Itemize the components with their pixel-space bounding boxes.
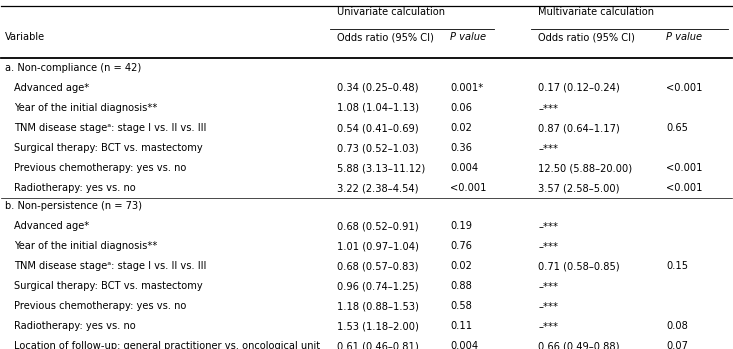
Text: 0.65: 0.65 xyxy=(666,123,688,133)
Text: 5.88 (3.13–11.12): 5.88 (3.13–11.12) xyxy=(337,163,426,173)
Text: –***: –*** xyxy=(538,221,558,231)
Text: Radiotherapy: yes vs. no: Radiotherapy: yes vs. no xyxy=(14,321,136,332)
Text: 0.68 (0.57–0.83): 0.68 (0.57–0.83) xyxy=(337,261,419,271)
Text: 1.08 (1.04–1.13): 1.08 (1.04–1.13) xyxy=(337,103,419,113)
Text: 1.01 (0.97–1.04): 1.01 (0.97–1.04) xyxy=(337,241,419,251)
Text: –***: –*** xyxy=(538,321,558,332)
Text: Univariate calculation: Univariate calculation xyxy=(337,7,445,17)
Text: –***: –*** xyxy=(538,241,558,251)
Text: 1.53 (1.18–2.00): 1.53 (1.18–2.00) xyxy=(337,321,419,332)
Text: 0.06: 0.06 xyxy=(451,103,472,113)
Text: 0.11: 0.11 xyxy=(451,321,473,332)
Text: Odds ratio (95% CI): Odds ratio (95% CI) xyxy=(538,32,635,42)
Text: <0.001: <0.001 xyxy=(451,183,487,193)
Text: Odds ratio (95% CI): Odds ratio (95% CI) xyxy=(337,32,434,42)
Text: 0.76: 0.76 xyxy=(451,241,472,251)
Text: Variable: Variable xyxy=(5,32,45,42)
Text: TNM disease stageᵃ: stage I vs. II vs. III: TNM disease stageᵃ: stage I vs. II vs. I… xyxy=(14,261,206,271)
Text: TNM disease stageᵃ: stage I vs. II vs. III: TNM disease stageᵃ: stage I vs. II vs. I… xyxy=(14,123,206,133)
Text: Previous chemotherapy: yes vs. no: Previous chemotherapy: yes vs. no xyxy=(14,163,186,173)
Text: 0.001*: 0.001* xyxy=(451,83,484,93)
Text: 3.57 (2.58–5.00): 3.57 (2.58–5.00) xyxy=(538,183,619,193)
Text: Previous chemotherapy: yes vs. no: Previous chemotherapy: yes vs. no xyxy=(14,302,186,311)
Text: 0.58: 0.58 xyxy=(451,302,472,311)
Text: Location of follow-up: general practitioner vs. oncological unit: Location of follow-up: general practitio… xyxy=(14,341,320,349)
Text: –***: –*** xyxy=(538,302,558,311)
Text: <0.001: <0.001 xyxy=(666,183,702,193)
Text: Advanced age*: Advanced age* xyxy=(14,221,89,231)
Text: Surgical therapy: BCT vs. mastectomy: Surgical therapy: BCT vs. mastectomy xyxy=(14,281,202,291)
Text: 0.88: 0.88 xyxy=(451,281,472,291)
Text: Radiotherapy: yes vs. no: Radiotherapy: yes vs. no xyxy=(14,183,136,193)
Text: 0.71 (0.58–0.85): 0.71 (0.58–0.85) xyxy=(538,261,619,271)
Text: 1.18 (0.88–1.53): 1.18 (0.88–1.53) xyxy=(337,302,419,311)
Text: b. Non-persistence (n = 73): b. Non-persistence (n = 73) xyxy=(5,201,142,211)
Text: 0.34 (0.25–0.48): 0.34 (0.25–0.48) xyxy=(337,83,419,93)
Text: Multivariate calculation: Multivariate calculation xyxy=(538,7,654,17)
Text: 0.004: 0.004 xyxy=(451,341,479,349)
Text: 0.73 (0.52–1.03): 0.73 (0.52–1.03) xyxy=(337,143,419,153)
Text: 0.54 (0.41–0.69): 0.54 (0.41–0.69) xyxy=(337,123,419,133)
Text: 0.87 (0.64–1.17): 0.87 (0.64–1.17) xyxy=(538,123,620,133)
Text: 0.02: 0.02 xyxy=(451,123,472,133)
Text: –***: –*** xyxy=(538,103,558,113)
Text: Surgical therapy: BCT vs. mastectomy: Surgical therapy: BCT vs. mastectomy xyxy=(14,143,202,153)
Text: 0.36: 0.36 xyxy=(451,143,472,153)
Text: 3.22 (2.38–4.54): 3.22 (2.38–4.54) xyxy=(337,183,419,193)
Text: 0.15: 0.15 xyxy=(666,261,688,271)
Text: 0.004: 0.004 xyxy=(451,163,479,173)
Text: 0.08: 0.08 xyxy=(666,321,688,332)
Text: 0.66 (0.49–0.88): 0.66 (0.49–0.88) xyxy=(538,341,619,349)
Text: <0.001: <0.001 xyxy=(666,163,702,173)
Text: –***: –*** xyxy=(538,281,558,291)
Text: –***: –*** xyxy=(538,143,558,153)
Text: Year of the initial diagnosis**: Year of the initial diagnosis** xyxy=(14,103,157,113)
Text: Year of the initial diagnosis**: Year of the initial diagnosis** xyxy=(14,241,157,251)
Text: 0.07: 0.07 xyxy=(666,341,688,349)
Text: P value: P value xyxy=(666,32,702,42)
Text: 0.61 (0.46–0.81): 0.61 (0.46–0.81) xyxy=(337,341,419,349)
Text: 0.19: 0.19 xyxy=(451,221,473,231)
Text: P value: P value xyxy=(451,32,487,42)
Text: <0.001: <0.001 xyxy=(666,83,702,93)
Text: 0.17 (0.12–0.24): 0.17 (0.12–0.24) xyxy=(538,83,620,93)
Text: 0.02: 0.02 xyxy=(451,261,472,271)
Text: Advanced age*: Advanced age* xyxy=(14,83,89,93)
Text: a. Non-compliance (n = 42): a. Non-compliance (n = 42) xyxy=(5,63,141,73)
Text: 0.68 (0.52–0.91): 0.68 (0.52–0.91) xyxy=(337,221,419,231)
Text: 12.50 (5.88–20.00): 12.50 (5.88–20.00) xyxy=(538,163,633,173)
Text: 0.96 (0.74–1.25): 0.96 (0.74–1.25) xyxy=(337,281,419,291)
